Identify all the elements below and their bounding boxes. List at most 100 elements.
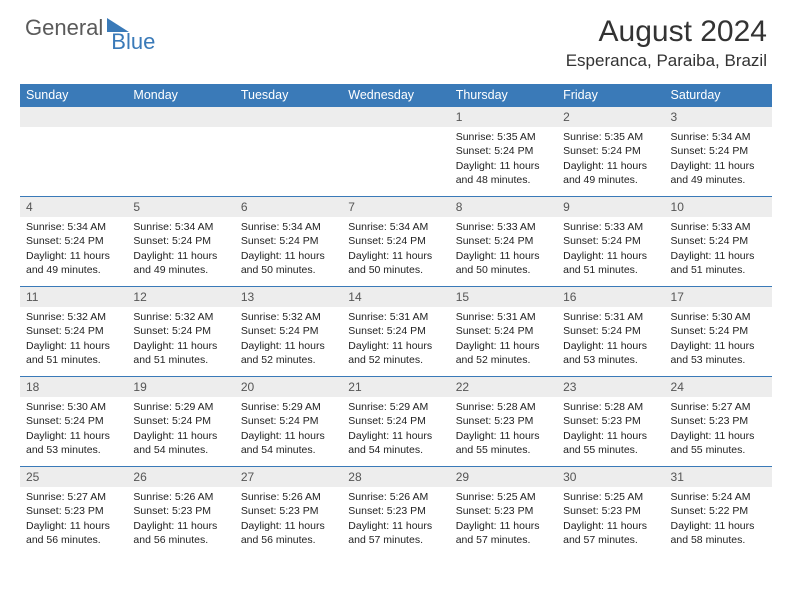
day-content: Sunrise: 5:24 AMSunset: 5:22 PMDaylight:… — [665, 487, 772, 550]
calendar-day-cell: 25Sunrise: 5:27 AMSunset: 5:23 PMDayligh… — [20, 466, 127, 556]
day-content: Sunrise: 5:29 AMSunset: 5:24 PMDaylight:… — [235, 397, 342, 460]
daylight-line: Daylight: 11 hours and 56 minutes. — [133, 519, 228, 547]
logo: General Blue — [25, 15, 183, 41]
day-number: 1 — [450, 106, 557, 127]
daynum-bar — [342, 106, 449, 127]
day-content: Sunrise: 5:29 AMSunset: 5:24 PMDaylight:… — [127, 397, 234, 460]
calendar-week-row: 1Sunrise: 5:35 AMSunset: 5:24 PMDaylight… — [20, 106, 772, 196]
sunrise-line: Sunrise: 5:33 AM — [563, 220, 658, 234]
dayname-header: Wednesday — [342, 84, 449, 106]
day-content: Sunrise: 5:26 AMSunset: 5:23 PMDaylight:… — [342, 487, 449, 550]
daylight-line: Daylight: 11 hours and 58 minutes. — [671, 519, 766, 547]
calendar-day-cell: 27Sunrise: 5:26 AMSunset: 5:23 PMDayligh… — [235, 466, 342, 556]
sunset-line: Sunset: 5:24 PM — [456, 234, 551, 248]
day-content: Sunrise: 5:34 AMSunset: 5:24 PMDaylight:… — [342, 217, 449, 280]
logo-text-general: General — [25, 15, 103, 41]
day-number: 20 — [235, 376, 342, 397]
daylight-line: Daylight: 11 hours and 49 minutes. — [26, 249, 121, 277]
daylight-line: Daylight: 11 hours and 53 minutes. — [671, 339, 766, 367]
day-content: Sunrise: 5:26 AMSunset: 5:23 PMDaylight:… — [235, 487, 342, 550]
day-number: 4 — [20, 196, 127, 217]
day-number: 6 — [235, 196, 342, 217]
daynum-bar — [235, 106, 342, 127]
sunset-line: Sunset: 5:24 PM — [456, 324, 551, 338]
location: Esperanca, Paraiba, Brazil — [566, 51, 767, 71]
sunrise-line: Sunrise: 5:26 AM — [241, 490, 336, 504]
day-number: 31 — [665, 466, 772, 487]
sunrise-line: Sunrise: 5:32 AM — [241, 310, 336, 324]
header: General Blue August 2024 Esperanca, Para… — [0, 0, 792, 76]
calendar-week-row: 4Sunrise: 5:34 AMSunset: 5:24 PMDaylight… — [20, 196, 772, 286]
day-content: Sunrise: 5:32 AMSunset: 5:24 PMDaylight:… — [127, 307, 234, 370]
calendar-day-cell: 21Sunrise: 5:29 AMSunset: 5:24 PMDayligh… — [342, 376, 449, 466]
sunset-line: Sunset: 5:24 PM — [241, 324, 336, 338]
daylight-line: Daylight: 11 hours and 50 minutes. — [241, 249, 336, 277]
sunset-line: Sunset: 5:24 PM — [456, 144, 551, 158]
calendar-day-cell: 23Sunrise: 5:28 AMSunset: 5:23 PMDayligh… — [557, 376, 664, 466]
month-title: August 2024 — [566, 15, 767, 49]
day-content: Sunrise: 5:32 AMSunset: 5:24 PMDaylight:… — [20, 307, 127, 370]
daylight-line: Daylight: 11 hours and 55 minutes. — [563, 429, 658, 457]
day-number: 23 — [557, 376, 664, 397]
sunrise-line: Sunrise: 5:34 AM — [348, 220, 443, 234]
day-content: Sunrise: 5:30 AMSunset: 5:24 PMDaylight:… — [665, 307, 772, 370]
calendar-day-cell: 19Sunrise: 5:29 AMSunset: 5:24 PMDayligh… — [127, 376, 234, 466]
calendar-day-cell: 29Sunrise: 5:25 AMSunset: 5:23 PMDayligh… — [450, 466, 557, 556]
calendar-day-cell: 3Sunrise: 5:34 AMSunset: 5:24 PMDaylight… — [665, 106, 772, 196]
sunrise-line: Sunrise: 5:26 AM — [133, 490, 228, 504]
day-number: 2 — [557, 106, 664, 127]
sunset-line: Sunset: 5:22 PM — [671, 504, 766, 518]
daylight-line: Daylight: 11 hours and 52 minutes. — [456, 339, 551, 367]
sunset-line: Sunset: 5:24 PM — [671, 234, 766, 248]
daylight-line: Daylight: 11 hours and 51 minutes. — [671, 249, 766, 277]
day-number: 3 — [665, 106, 772, 127]
sunrise-line: Sunrise: 5:34 AM — [241, 220, 336, 234]
sunset-line: Sunset: 5:24 PM — [348, 324, 443, 338]
sunset-line: Sunset: 5:24 PM — [348, 234, 443, 248]
day-content: Sunrise: 5:31 AMSunset: 5:24 PMDaylight:… — [450, 307, 557, 370]
day-number: 22 — [450, 376, 557, 397]
sunrise-line: Sunrise: 5:33 AM — [671, 220, 766, 234]
calendar-day-cell: 17Sunrise: 5:30 AMSunset: 5:24 PMDayligh… — [665, 286, 772, 376]
daylight-line: Daylight: 11 hours and 53 minutes. — [563, 339, 658, 367]
sunrise-line: Sunrise: 5:27 AM — [26, 490, 121, 504]
sunset-line: Sunset: 5:24 PM — [563, 324, 658, 338]
sunset-line: Sunset: 5:23 PM — [456, 414, 551, 428]
dayname-header: Saturday — [665, 84, 772, 106]
calendar-day-cell: 28Sunrise: 5:26 AMSunset: 5:23 PMDayligh… — [342, 466, 449, 556]
sunrise-line: Sunrise: 5:26 AM — [348, 490, 443, 504]
daylight-line: Daylight: 11 hours and 54 minutes. — [241, 429, 336, 457]
day-content: Sunrise: 5:35 AMSunset: 5:24 PMDaylight:… — [450, 127, 557, 190]
day-content: Sunrise: 5:34 AMSunset: 5:24 PMDaylight:… — [235, 217, 342, 280]
sunset-line: Sunset: 5:24 PM — [133, 414, 228, 428]
daylight-line: Daylight: 11 hours and 54 minutes. — [348, 429, 443, 457]
dayname-row: SundayMondayTuesdayWednesdayThursdayFrid… — [20, 84, 772, 106]
day-number: 25 — [20, 466, 127, 487]
calendar-day-cell: 7Sunrise: 5:34 AMSunset: 5:24 PMDaylight… — [342, 196, 449, 286]
sunrise-line: Sunrise: 5:27 AM — [671, 400, 766, 414]
sunrise-line: Sunrise: 5:25 AM — [456, 490, 551, 504]
calendar-day-cell: 1Sunrise: 5:35 AMSunset: 5:24 PMDaylight… — [450, 106, 557, 196]
day-content: Sunrise: 5:27 AMSunset: 5:23 PMDaylight:… — [20, 487, 127, 550]
calendar-day-cell: 15Sunrise: 5:31 AMSunset: 5:24 PMDayligh… — [450, 286, 557, 376]
sunset-line: Sunset: 5:24 PM — [26, 414, 121, 428]
day-content: Sunrise: 5:34 AMSunset: 5:24 PMDaylight:… — [665, 127, 772, 190]
sunrise-line: Sunrise: 5:32 AM — [26, 310, 121, 324]
sunset-line: Sunset: 5:23 PM — [133, 504, 228, 518]
sunset-line: Sunset: 5:23 PM — [456, 504, 551, 518]
title-block: August 2024 Esperanca, Paraiba, Brazil — [566, 15, 767, 71]
calendar-day-cell: 6Sunrise: 5:34 AMSunset: 5:24 PMDaylight… — [235, 196, 342, 286]
daylight-line: Daylight: 11 hours and 51 minutes. — [133, 339, 228, 367]
sunset-line: Sunset: 5:24 PM — [563, 144, 658, 158]
sunrise-line: Sunrise: 5:35 AM — [563, 130, 658, 144]
sunset-line: Sunset: 5:23 PM — [563, 414, 658, 428]
day-content: Sunrise: 5:35 AMSunset: 5:24 PMDaylight:… — [557, 127, 664, 190]
sunrise-line: Sunrise: 5:29 AM — [241, 400, 336, 414]
daylight-line: Daylight: 11 hours and 56 minutes. — [26, 519, 121, 547]
sunrise-line: Sunrise: 5:34 AM — [671, 130, 766, 144]
calendar-day-cell: 9Sunrise: 5:33 AMSunset: 5:24 PMDaylight… — [557, 196, 664, 286]
daylight-line: Daylight: 11 hours and 53 minutes. — [26, 429, 121, 457]
calendar-day-cell: 16Sunrise: 5:31 AMSunset: 5:24 PMDayligh… — [557, 286, 664, 376]
calendar-day-cell: 13Sunrise: 5:32 AMSunset: 5:24 PMDayligh… — [235, 286, 342, 376]
sunrise-line: Sunrise: 5:28 AM — [456, 400, 551, 414]
